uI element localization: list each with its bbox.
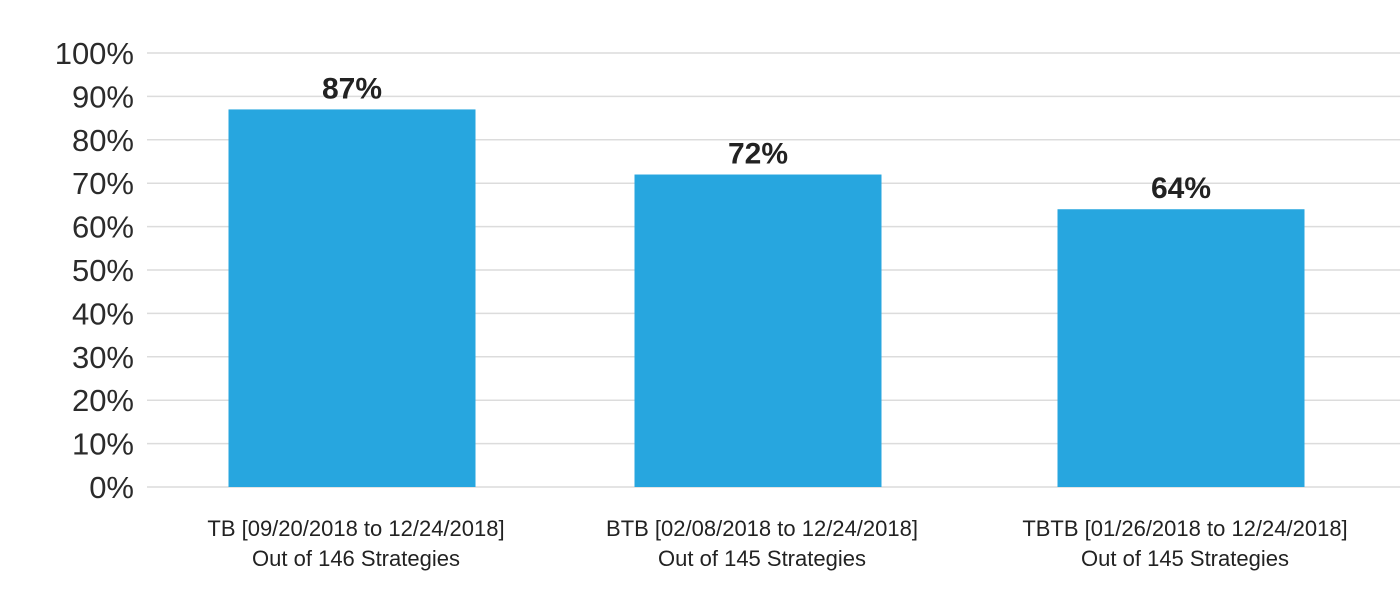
bar-3: [1057, 209, 1305, 488]
bar-1: [228, 109, 476, 488]
category-labels: TB [09/20/2018 to 12/24/2018] Out of 146 …: [207, 516, 1347, 571]
data-label: 72%: [728, 138, 788, 171]
y-tick-label: 0%: [89, 470, 134, 505]
y-axis-ticks: 0% 10% 20% 30% 40% 50% 60% 70% 80% 90% 100%: [55, 36, 134, 505]
y-tick-label: 60%: [72, 210, 134, 245]
y-tick-label: 100%: [55, 36, 134, 71]
bar-2: [634, 174, 882, 487]
data-label: 87%: [322, 72, 382, 105]
y-tick-label: 80%: [72, 123, 134, 158]
category-sublabel: Out of 145 Strategies: [658, 546, 866, 571]
category-label: TB [09/20/2018 to 12/24/2018]: [207, 516, 504, 541]
category-sublabel: Out of 145 Strategies: [1081, 546, 1289, 571]
category-sublabel: Out of 146 Strategies: [252, 546, 460, 571]
y-tick-label: 70%: [72, 166, 134, 201]
y-tick-label: 40%: [72, 296, 134, 331]
y-tick-label: 20%: [72, 383, 134, 418]
y-tick-label: 30%: [72, 340, 134, 375]
bars: [228, 109, 1305, 488]
category-label: TBTB [01/26/2018 to 12/24/2018]: [1022, 516, 1347, 541]
data-label: 64%: [1151, 172, 1211, 205]
y-tick-label: 10%: [72, 427, 134, 462]
category-label: BTB [02/08/2018 to 12/24/2018]: [606, 516, 918, 541]
y-tick-label: 50%: [72, 253, 134, 288]
data-labels: 87% 72% 64%: [322, 72, 1211, 205]
y-tick-label: 90%: [72, 79, 134, 114]
